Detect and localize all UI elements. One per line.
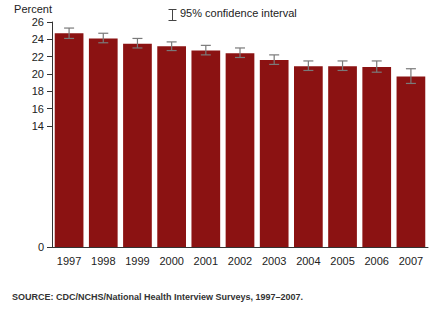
svg-text:22: 22: [32, 51, 44, 63]
svg-text:95% confidence interval: 95% confidence interval: [180, 7, 297, 19]
svg-text:2005: 2005: [330, 255, 354, 267]
svg-text:24: 24: [32, 33, 44, 45]
svg-text:26: 26: [32, 16, 44, 28]
svg-text:0: 0: [38, 241, 44, 253]
svg-text:1999: 1999: [125, 255, 149, 267]
svg-text:2004: 2004: [296, 255, 320, 267]
svg-text:2001: 2001: [194, 255, 218, 267]
svg-text:SOURCE: CDC/NCHS/National Heal: SOURCE: CDC/NCHS/National Health Intervi…: [12, 292, 303, 302]
svg-text:Percent: Percent: [14, 3, 52, 15]
svg-text:18: 18: [32, 85, 44, 97]
svg-text:2003: 2003: [262, 255, 286, 267]
svg-text:1997: 1997: [57, 255, 81, 267]
svg-text:2006: 2006: [364, 255, 388, 267]
svg-text:20: 20: [32, 68, 44, 80]
svg-text:16: 16: [32, 103, 44, 115]
svg-text:2007: 2007: [399, 255, 423, 267]
svg-text:2002: 2002: [228, 255, 252, 267]
svg-text:14: 14: [32, 120, 44, 132]
svg-text:2000: 2000: [159, 255, 183, 267]
svg-text:1998: 1998: [91, 255, 115, 267]
